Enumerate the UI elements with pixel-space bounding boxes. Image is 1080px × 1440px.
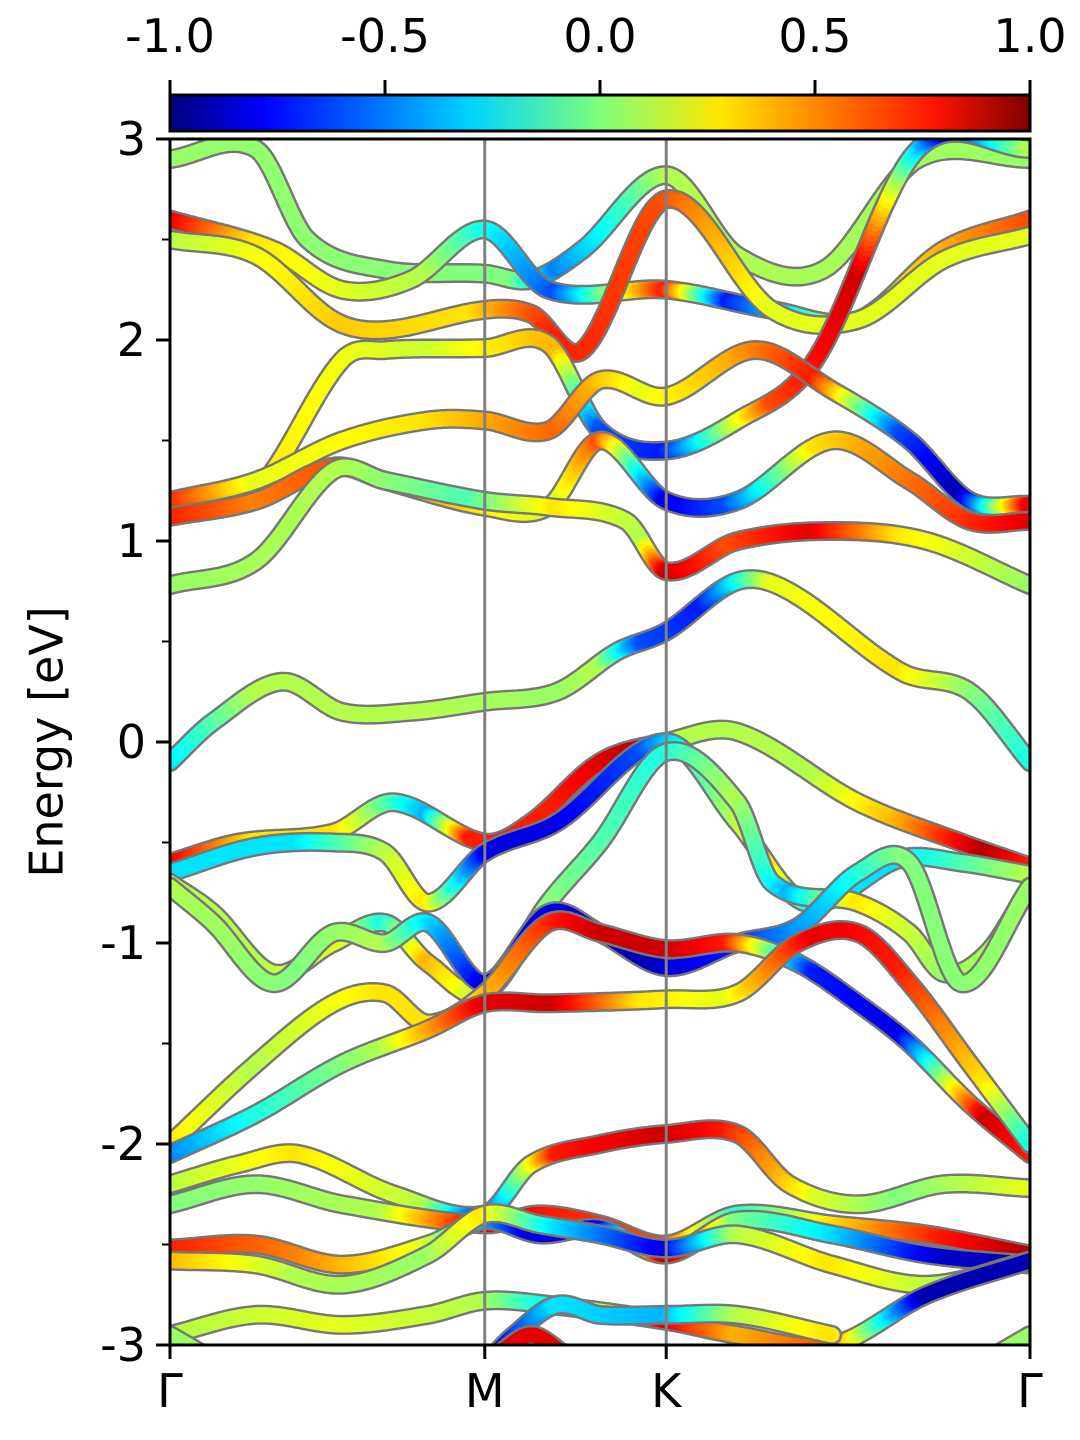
band-segment	[936, 139, 950, 143]
band-segment	[964, 139, 980, 143]
band-segment	[938, 139, 952, 142]
band-segment	[968, 139, 984, 144]
band-6	[170, 457, 1030, 596]
colorbar-ticks: -1.0 -0.5 0.0 0.5 1.0	[125, 9, 1067, 95]
colorbar	[168, 93, 1032, 133]
colorbar-tick-label: 1.0	[993, 9, 1066, 63]
colorbar-tick-label: -0.5	[340, 9, 430, 63]
colorbar-tick-label: 0.0	[563, 9, 636, 63]
band-segment	[969, 139, 986, 145]
band-segment	[933, 139, 948, 143]
band-7	[170, 569, 1030, 773]
band-segment	[928, 139, 945, 145]
band-segment	[966, 139, 982, 143]
band-4	[170, 340, 1030, 517]
band-segment	[931, 139, 947, 144]
band-lines	[170, 139, 1030, 1345]
band-segment	[971, 139, 989, 145]
colorbar-tick-label: 0.5	[778, 9, 851, 63]
colorbar-tick-label: -1.0	[125, 9, 215, 63]
